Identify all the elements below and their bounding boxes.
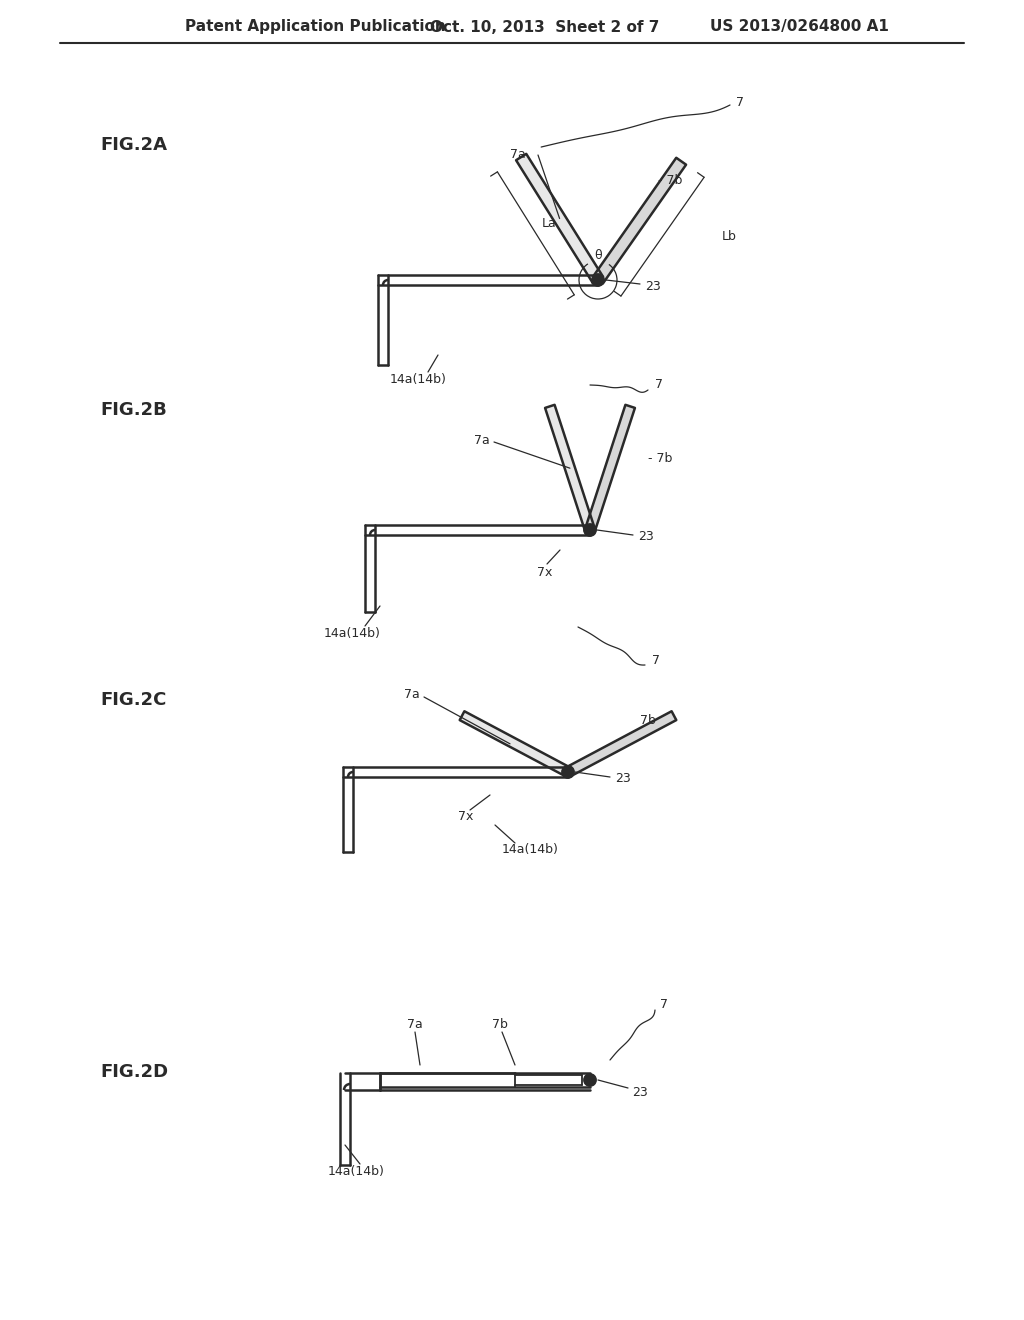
Text: θ: θ	[595, 248, 602, 261]
Circle shape	[562, 766, 574, 777]
Text: - 7b: - 7b	[648, 451, 673, 465]
Text: - 7b: - 7b	[658, 173, 682, 186]
Text: La: La	[542, 216, 556, 230]
Polygon shape	[593, 158, 686, 284]
Text: 7: 7	[652, 653, 660, 667]
Text: FIG.2D: FIG.2D	[100, 1063, 168, 1081]
Text: 14a(14b): 14a(14b)	[324, 627, 381, 639]
Polygon shape	[586, 405, 635, 532]
Circle shape	[584, 1074, 596, 1086]
Text: 14a(14b): 14a(14b)	[502, 843, 558, 857]
Text: US 2013/0264800 A1: US 2013/0264800 A1	[710, 20, 889, 34]
Text: 7x: 7x	[459, 810, 474, 824]
Text: 23: 23	[632, 1085, 648, 1098]
Text: 14a(14b): 14a(14b)	[389, 374, 446, 387]
Text: 7: 7	[736, 95, 744, 108]
Text: FIG.2A: FIG.2A	[100, 136, 167, 154]
Text: 7a: 7a	[408, 1019, 423, 1031]
Text: Lb: Lb	[722, 230, 737, 243]
Polygon shape	[545, 405, 595, 532]
Text: FIG.2B: FIG.2B	[100, 401, 167, 418]
Text: 23: 23	[638, 531, 653, 544]
Text: 7b: 7b	[493, 1019, 508, 1031]
Text: 7: 7	[655, 379, 663, 392]
Text: 7b: 7b	[640, 714, 656, 726]
Text: 7a: 7a	[510, 149, 526, 161]
Text: 7x: 7x	[538, 565, 553, 578]
Circle shape	[592, 275, 604, 286]
Polygon shape	[516, 154, 603, 284]
Polygon shape	[565, 711, 676, 776]
Text: 7a: 7a	[404, 689, 420, 701]
Text: 7: 7	[660, 998, 668, 1011]
Polygon shape	[460, 711, 570, 776]
Circle shape	[584, 524, 596, 536]
Text: 14a(14b): 14a(14b)	[328, 1166, 384, 1179]
Text: FIG.2C: FIG.2C	[100, 690, 166, 709]
Text: Oct. 10, 2013  Sheet 2 of 7: Oct. 10, 2013 Sheet 2 of 7	[430, 20, 659, 34]
Text: Patent Application Publication: Patent Application Publication	[185, 20, 445, 34]
Text: 23: 23	[615, 772, 631, 785]
Text: 7a: 7a	[474, 433, 490, 446]
Text: 23: 23	[645, 281, 660, 293]
